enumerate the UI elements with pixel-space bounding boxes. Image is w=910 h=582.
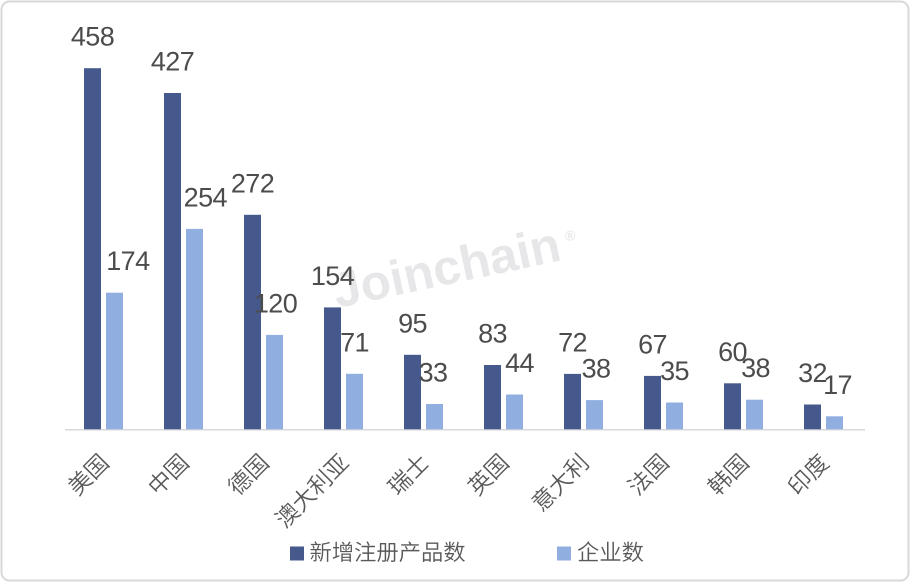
svg-text:60: 60 [718,337,747,367]
svg-text:®: ® [563,226,577,244]
svg-text:38: 38 [741,353,770,383]
svg-text:44: 44 [505,348,534,378]
svg-text:254: 254 [184,182,228,212]
svg-text:71: 71 [340,327,369,357]
svg-text:35: 35 [660,356,689,386]
svg-text:458: 458 [71,22,114,52]
svg-text:154: 154 [311,261,355,291]
svg-text:120: 120 [254,288,297,318]
svg-text:83: 83 [478,319,507,349]
svg-text:95: 95 [398,308,427,338]
svg-text:17: 17 [823,370,852,400]
svg-text:272: 272 [231,168,274,198]
svg-text:72: 72 [558,327,587,357]
svg-text:38: 38 [582,354,611,384]
svg-text:33: 33 [419,358,448,388]
svg-text:32: 32 [798,358,827,388]
svg-text:174: 174 [106,246,150,276]
svg-text:67: 67 [638,329,667,359]
svg-text:427: 427 [151,47,194,77]
